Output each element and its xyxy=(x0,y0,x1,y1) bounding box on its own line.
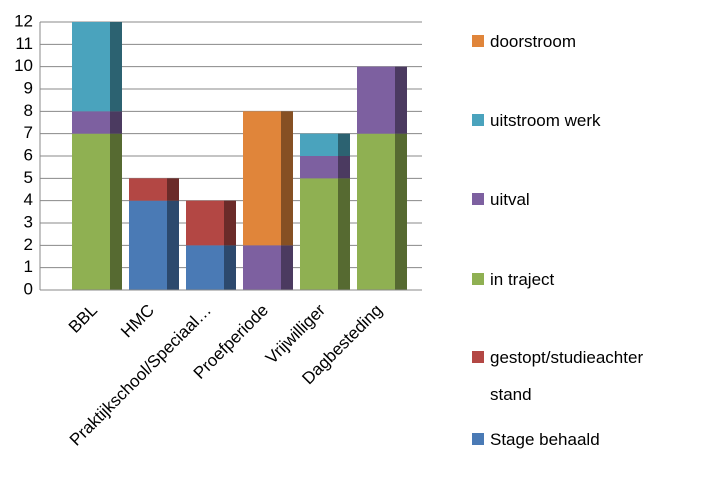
y-tick-label: 9 xyxy=(24,78,33,97)
legend-label: gestopt/studieachterstand xyxy=(490,348,644,404)
y-tick-label: 12 xyxy=(14,11,33,30)
legend-item: uitstroom werk xyxy=(472,102,650,139)
bar-segment xyxy=(72,111,110,134)
bar-segment-side xyxy=(224,200,236,246)
bar-segment-side xyxy=(224,245,236,290)
y-tick-label: 10 xyxy=(14,56,33,75)
legend-label: doorstroom xyxy=(490,32,576,51)
bar-segment-side xyxy=(110,22,122,112)
bar-segment xyxy=(300,133,338,156)
y-tick-label: 8 xyxy=(24,101,33,120)
legend-swatch xyxy=(472,114,484,126)
legend-item: uitval xyxy=(472,181,650,218)
bar-segment xyxy=(300,178,338,290)
legend-label: uitval xyxy=(490,190,530,209)
bar-segment-side xyxy=(110,111,122,134)
bar-segment-side xyxy=(338,133,350,156)
legend-swatch xyxy=(472,433,484,445)
y-tick-label: 3 xyxy=(24,212,33,231)
legend-item: gestopt/studieachterstand xyxy=(472,339,650,413)
bar-segment-side xyxy=(281,245,293,290)
bar-segment xyxy=(72,22,110,112)
bar-segment-side xyxy=(281,111,293,246)
bar-segment-side xyxy=(395,66,407,134)
legend-label: Stage behaald xyxy=(490,430,600,449)
bar-segment xyxy=(186,245,224,290)
y-tick-label: 11 xyxy=(15,34,33,53)
legend-item: Stage behaald xyxy=(472,421,650,458)
y-tick-label: 1 xyxy=(24,257,33,276)
y-tick-label: 2 xyxy=(24,235,33,254)
y-tick-label: 4 xyxy=(24,190,33,209)
bar-segment xyxy=(300,156,338,179)
y-tick-label: 5 xyxy=(24,168,33,187)
bar-segment xyxy=(186,200,224,246)
bar-segment-side xyxy=(110,133,122,290)
bar-segment xyxy=(357,133,395,290)
bar-segment xyxy=(72,133,110,290)
y-tick-label: 6 xyxy=(24,145,33,164)
legend-swatch xyxy=(472,273,484,285)
bar-segment xyxy=(243,111,281,246)
legend-swatch xyxy=(472,351,484,363)
x-tick-label: BBL xyxy=(65,301,101,337)
bar-segment xyxy=(357,66,395,134)
bar-segment xyxy=(129,200,167,290)
bar-segment-side xyxy=(338,156,350,179)
bar-segment-side xyxy=(167,178,179,201)
bar-segment xyxy=(243,245,281,290)
y-tick-label: 7 xyxy=(24,123,33,142)
bar-segment-side xyxy=(395,133,407,290)
bar-segment-side xyxy=(167,200,179,290)
legend-item: in traject xyxy=(472,261,650,298)
legend-label: in traject xyxy=(490,270,555,289)
legend-swatch xyxy=(472,35,484,47)
bar-segment xyxy=(129,178,167,201)
legend-swatch xyxy=(472,193,484,205)
legend-label: uitstroom werk xyxy=(490,111,601,130)
bar-segment-side xyxy=(338,178,350,290)
x-tick-label: HMC xyxy=(117,301,158,342)
y-tick-label: 0 xyxy=(24,279,33,298)
legend-item: doorstroom xyxy=(472,23,650,60)
